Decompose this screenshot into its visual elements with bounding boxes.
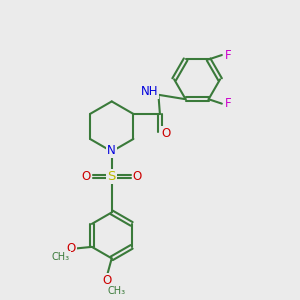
Text: O: O: [133, 170, 142, 183]
Text: F: F: [225, 97, 232, 110]
Text: O: O: [103, 274, 112, 287]
Text: N: N: [107, 144, 116, 158]
Text: O: O: [82, 170, 91, 183]
Text: S: S: [107, 170, 116, 183]
Text: F: F: [225, 49, 232, 62]
Text: CH₃: CH₃: [107, 286, 125, 296]
Text: O: O: [161, 127, 170, 140]
Text: CH₃: CH₃: [52, 252, 70, 262]
Text: O: O: [67, 242, 76, 255]
Text: NH: NH: [141, 85, 158, 98]
